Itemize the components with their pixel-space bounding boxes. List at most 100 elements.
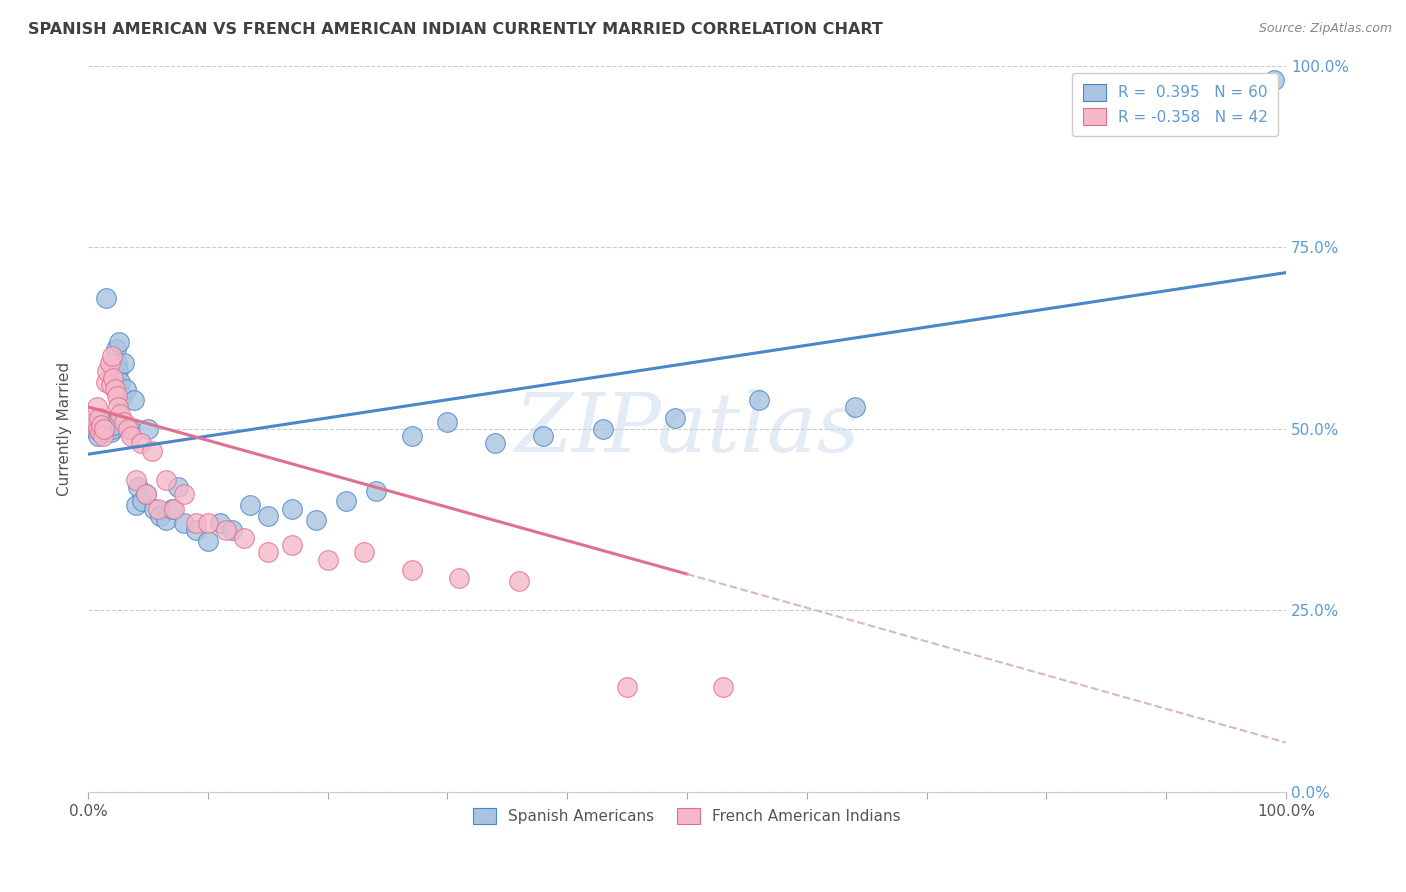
Point xyxy=(111,389,134,403)
Point xyxy=(103,378,125,392)
Point xyxy=(112,356,135,370)
Point xyxy=(616,680,638,694)
Point xyxy=(167,480,190,494)
Point xyxy=(115,382,138,396)
Point xyxy=(173,487,195,501)
Point xyxy=(125,498,148,512)
Y-axis label: Currently Married: Currently Married xyxy=(58,362,72,496)
Point xyxy=(221,524,243,538)
Point xyxy=(112,415,135,429)
Point xyxy=(90,418,112,433)
Point xyxy=(83,415,105,429)
Point xyxy=(146,501,169,516)
Point xyxy=(107,400,129,414)
Point xyxy=(87,429,110,443)
Point xyxy=(215,524,238,538)
Point xyxy=(98,422,121,436)
Point xyxy=(96,415,118,429)
Point xyxy=(353,545,375,559)
Point xyxy=(100,425,122,440)
Point xyxy=(239,498,262,512)
Point xyxy=(155,512,177,526)
Point xyxy=(103,371,125,385)
Point xyxy=(87,418,110,433)
Point xyxy=(401,429,423,443)
Legend: Spanish Americans, French American Indians: Spanish Americans, French American India… xyxy=(463,797,911,835)
Point xyxy=(135,487,157,501)
Text: Source: ZipAtlas.com: Source: ZipAtlas.com xyxy=(1258,22,1392,36)
Point xyxy=(103,382,125,396)
Text: ZIPatlas: ZIPatlas xyxy=(515,389,860,469)
Point xyxy=(100,378,122,392)
Text: SPANISH AMERICAN VS FRENCH AMERICAN INDIAN CURRENTLY MARRIED CORRELATION CHART: SPANISH AMERICAN VS FRENCH AMERICAN INDI… xyxy=(28,22,883,37)
Point xyxy=(149,508,172,523)
Point xyxy=(163,501,186,516)
Point xyxy=(141,443,163,458)
Point xyxy=(305,512,328,526)
Point xyxy=(89,425,111,440)
Point xyxy=(107,364,129,378)
Point xyxy=(1263,73,1285,87)
Point xyxy=(103,418,125,433)
Point xyxy=(281,501,304,516)
Point xyxy=(104,342,127,356)
Point xyxy=(93,415,115,429)
Point xyxy=(120,429,142,443)
Point xyxy=(449,571,471,585)
Point xyxy=(87,422,110,436)
Point xyxy=(748,392,770,407)
Point xyxy=(87,410,110,425)
Point xyxy=(110,407,132,421)
Point xyxy=(110,375,132,389)
Point xyxy=(94,375,117,389)
Point xyxy=(184,524,207,538)
Point xyxy=(129,436,152,450)
Point xyxy=(197,516,219,531)
Point xyxy=(105,356,128,370)
Point xyxy=(364,483,387,498)
Point xyxy=(117,422,139,436)
Point xyxy=(197,534,219,549)
Point xyxy=(108,334,131,349)
Point xyxy=(208,516,231,531)
Point xyxy=(335,494,357,508)
Point xyxy=(256,508,278,523)
Point xyxy=(122,392,145,407)
Point xyxy=(281,538,304,552)
Point xyxy=(160,501,183,516)
Point xyxy=(90,422,112,436)
Point xyxy=(127,480,149,494)
Point xyxy=(131,494,153,508)
Point xyxy=(94,425,117,440)
Point xyxy=(531,429,554,443)
Point xyxy=(155,473,177,487)
Point xyxy=(120,422,142,436)
Point xyxy=(711,680,734,694)
Point xyxy=(86,400,108,414)
Point xyxy=(94,291,117,305)
Point xyxy=(173,516,195,531)
Point xyxy=(592,422,614,436)
Point xyxy=(89,425,111,440)
Point xyxy=(96,364,118,378)
Point xyxy=(97,418,120,433)
Point xyxy=(143,501,166,516)
Point xyxy=(232,531,254,545)
Point xyxy=(101,349,124,363)
Point xyxy=(184,516,207,531)
Point xyxy=(135,487,157,501)
Point xyxy=(101,368,124,382)
Point xyxy=(844,400,866,414)
Point xyxy=(105,389,128,403)
Point xyxy=(91,418,114,433)
Point xyxy=(401,563,423,577)
Point xyxy=(664,410,686,425)
Point xyxy=(91,429,114,443)
Point xyxy=(316,552,339,566)
Point xyxy=(508,574,530,589)
Point xyxy=(98,356,121,370)
Point xyxy=(125,473,148,487)
Point xyxy=(136,422,159,436)
Point xyxy=(86,415,108,429)
Point xyxy=(436,415,458,429)
